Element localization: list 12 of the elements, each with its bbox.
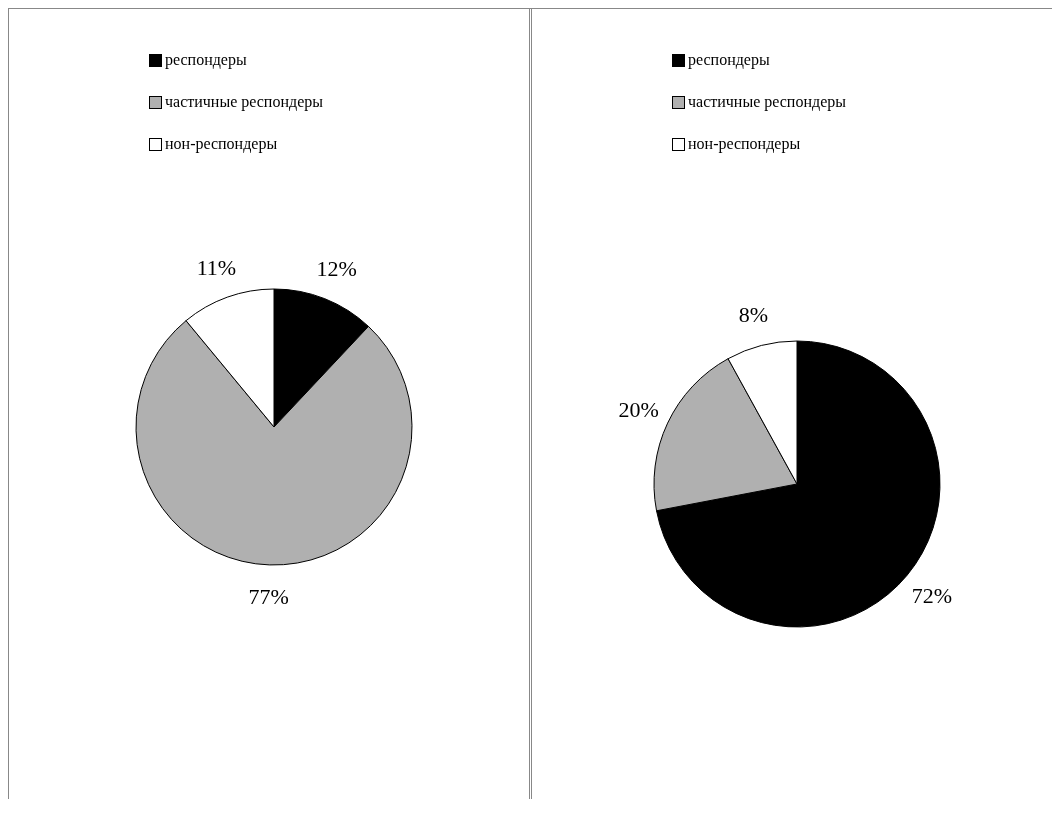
legend-label: респондеры <box>688 51 770 69</box>
legend-label: нон-респондеры <box>688 135 801 153</box>
data-label: 11% <box>196 254 237 280</box>
data-label: 20% <box>618 396 659 422</box>
data-label: 72% <box>911 583 952 609</box>
legend-label: частичные респондеры <box>688 93 846 111</box>
legend-label: нон-респондеры <box>165 135 278 153</box>
legend-label: респондеры <box>165 51 247 69</box>
legend-label: частичные респондеры <box>165 93 323 111</box>
data-label: 8% <box>738 302 769 327</box>
data-label: 77% <box>248 584 289 610</box>
data-label: 12% <box>316 256 357 282</box>
